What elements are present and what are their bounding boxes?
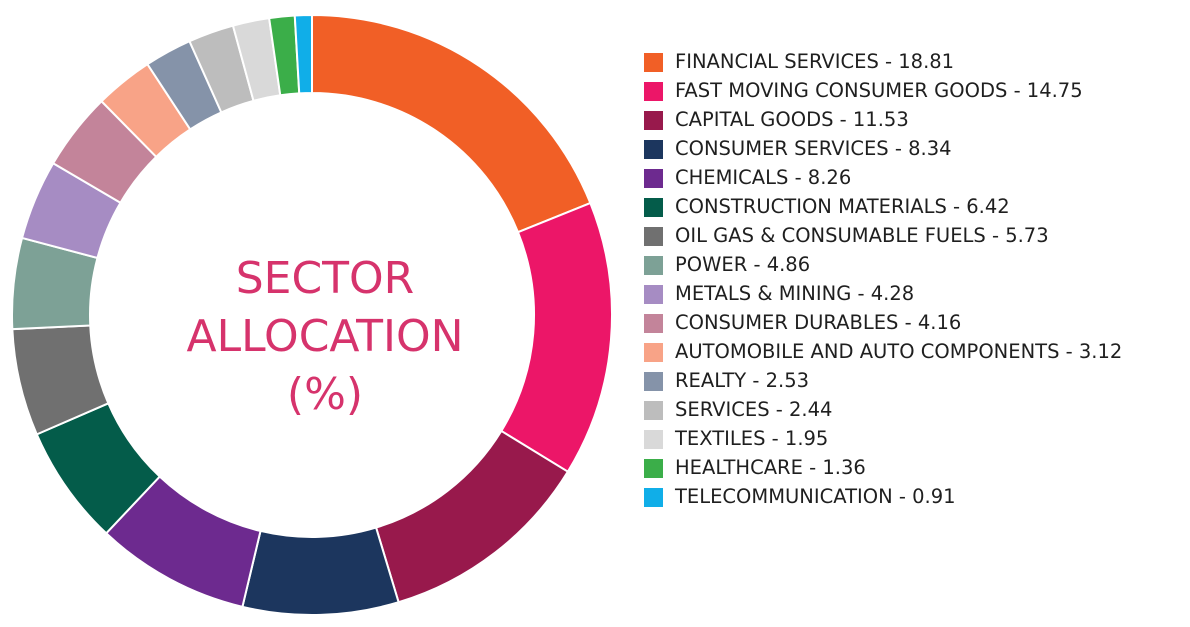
legend-swatch [644,285,663,304]
legend-item: TEXTILES - 1.95 [644,427,1122,457]
legend-swatch [644,169,663,188]
chart-title: SECTOR ALLOCATION (%) [160,250,490,424]
legend-label: CAPITAL GOODS - 11.53 [675,108,909,131]
legend-item: REALTY - 2.53 [644,369,1122,399]
legend-swatch [644,140,663,159]
legend-item: FAST MOVING CONSUMER GOODS - 14.75 [644,79,1122,109]
legend-label: POWER - 4.86 [675,253,811,276]
legend-item: HEALTHCARE - 1.36 [644,456,1122,486]
legend-swatch [644,82,663,101]
legend-swatch [644,227,663,246]
legend-label: TEXTILES - 1.95 [675,427,829,450]
donut-slices [10,13,613,616]
legend-item: AUTOMOBILE AND AUTO COMPONENTS - 3.12 [644,340,1122,370]
donut-slice-4 [241,526,400,616]
donut-chart [10,13,613,616]
legend-swatch [644,111,663,130]
legend-item: FINANCIAL SERVICES - 18.81 [644,50,1122,80]
donut-slice-3 [374,429,570,604]
legend-item: CAPITAL GOODS - 11.53 [644,108,1122,138]
legend-label: HEALTHCARE - 1.36 [675,456,866,479]
legend-swatch [644,53,663,72]
legend-label: FINANCIAL SERVICES - 18.81 [675,50,955,73]
legend-swatch [644,343,663,362]
legend-label: METALS & MINING - 4.28 [675,282,915,305]
legend-item: CONSUMER SERVICES - 8.34 [644,137,1122,167]
legend-label: CONSTRUCTION MATERIALS - 6.42 [675,195,1010,218]
legend-swatch [644,459,663,478]
legend-label: TELECOMMUNICATION - 0.91 [675,485,956,508]
legend-swatch [644,401,663,420]
legend-item: CONSUMER DURABLES - 4.16 [644,311,1122,341]
legend-label: OIL GAS & CONSUMABLE FUELS - 5.73 [675,224,1049,247]
chart-title-line-3: (%) [286,369,364,420]
legend-item: CHEMICALS - 8.26 [644,166,1122,196]
legend-label: CONSUMER DURABLES - 4.16 [675,311,962,334]
legend-item: CONSTRUCTION MATERIALS - 6.42 [644,195,1122,225]
chart-legend: FINANCIAL SERVICES - 18.81 FAST MOVING CO… [644,50,1122,515]
donut-slice-2 [499,201,613,474]
chart-title-line-2: ALLOCATION [186,311,464,362]
legend-label: AUTOMOBILE AND AUTO COMPONENTS - 3.12 [675,340,1123,363]
legend-swatch [644,372,663,391]
donut-slice-16 [293,13,313,95]
legend-label: FAST MOVING CONSUMER GOODS - 14.75 [675,79,1083,102]
legend-swatch [644,198,663,217]
legend-item: OIL GAS & CONSUMABLE FUELS - 5.73 [644,224,1122,254]
legend-item: POWER - 4.86 [644,253,1122,283]
legend-swatch [644,314,663,333]
donut-slice-1 [311,13,592,234]
legend-swatch [644,430,663,449]
legend-swatch [644,256,663,275]
legend-item: METALS & MINING - 4.28 [644,282,1122,312]
legend-label: CONSUMER SERVICES - 8.34 [675,137,952,160]
chart-title-line-1: SECTOR [235,253,415,304]
legend-label: CHEMICALS - 8.26 [675,166,852,189]
legend-swatch [644,488,663,507]
legend-item: SERVICES - 2.44 [644,398,1122,428]
legend-label: SERVICES - 2.44 [675,398,833,421]
legend-item: TELECOMMUNICATION - 0.91 [644,485,1122,515]
legend-label: REALTY - 2.53 [675,369,810,392]
